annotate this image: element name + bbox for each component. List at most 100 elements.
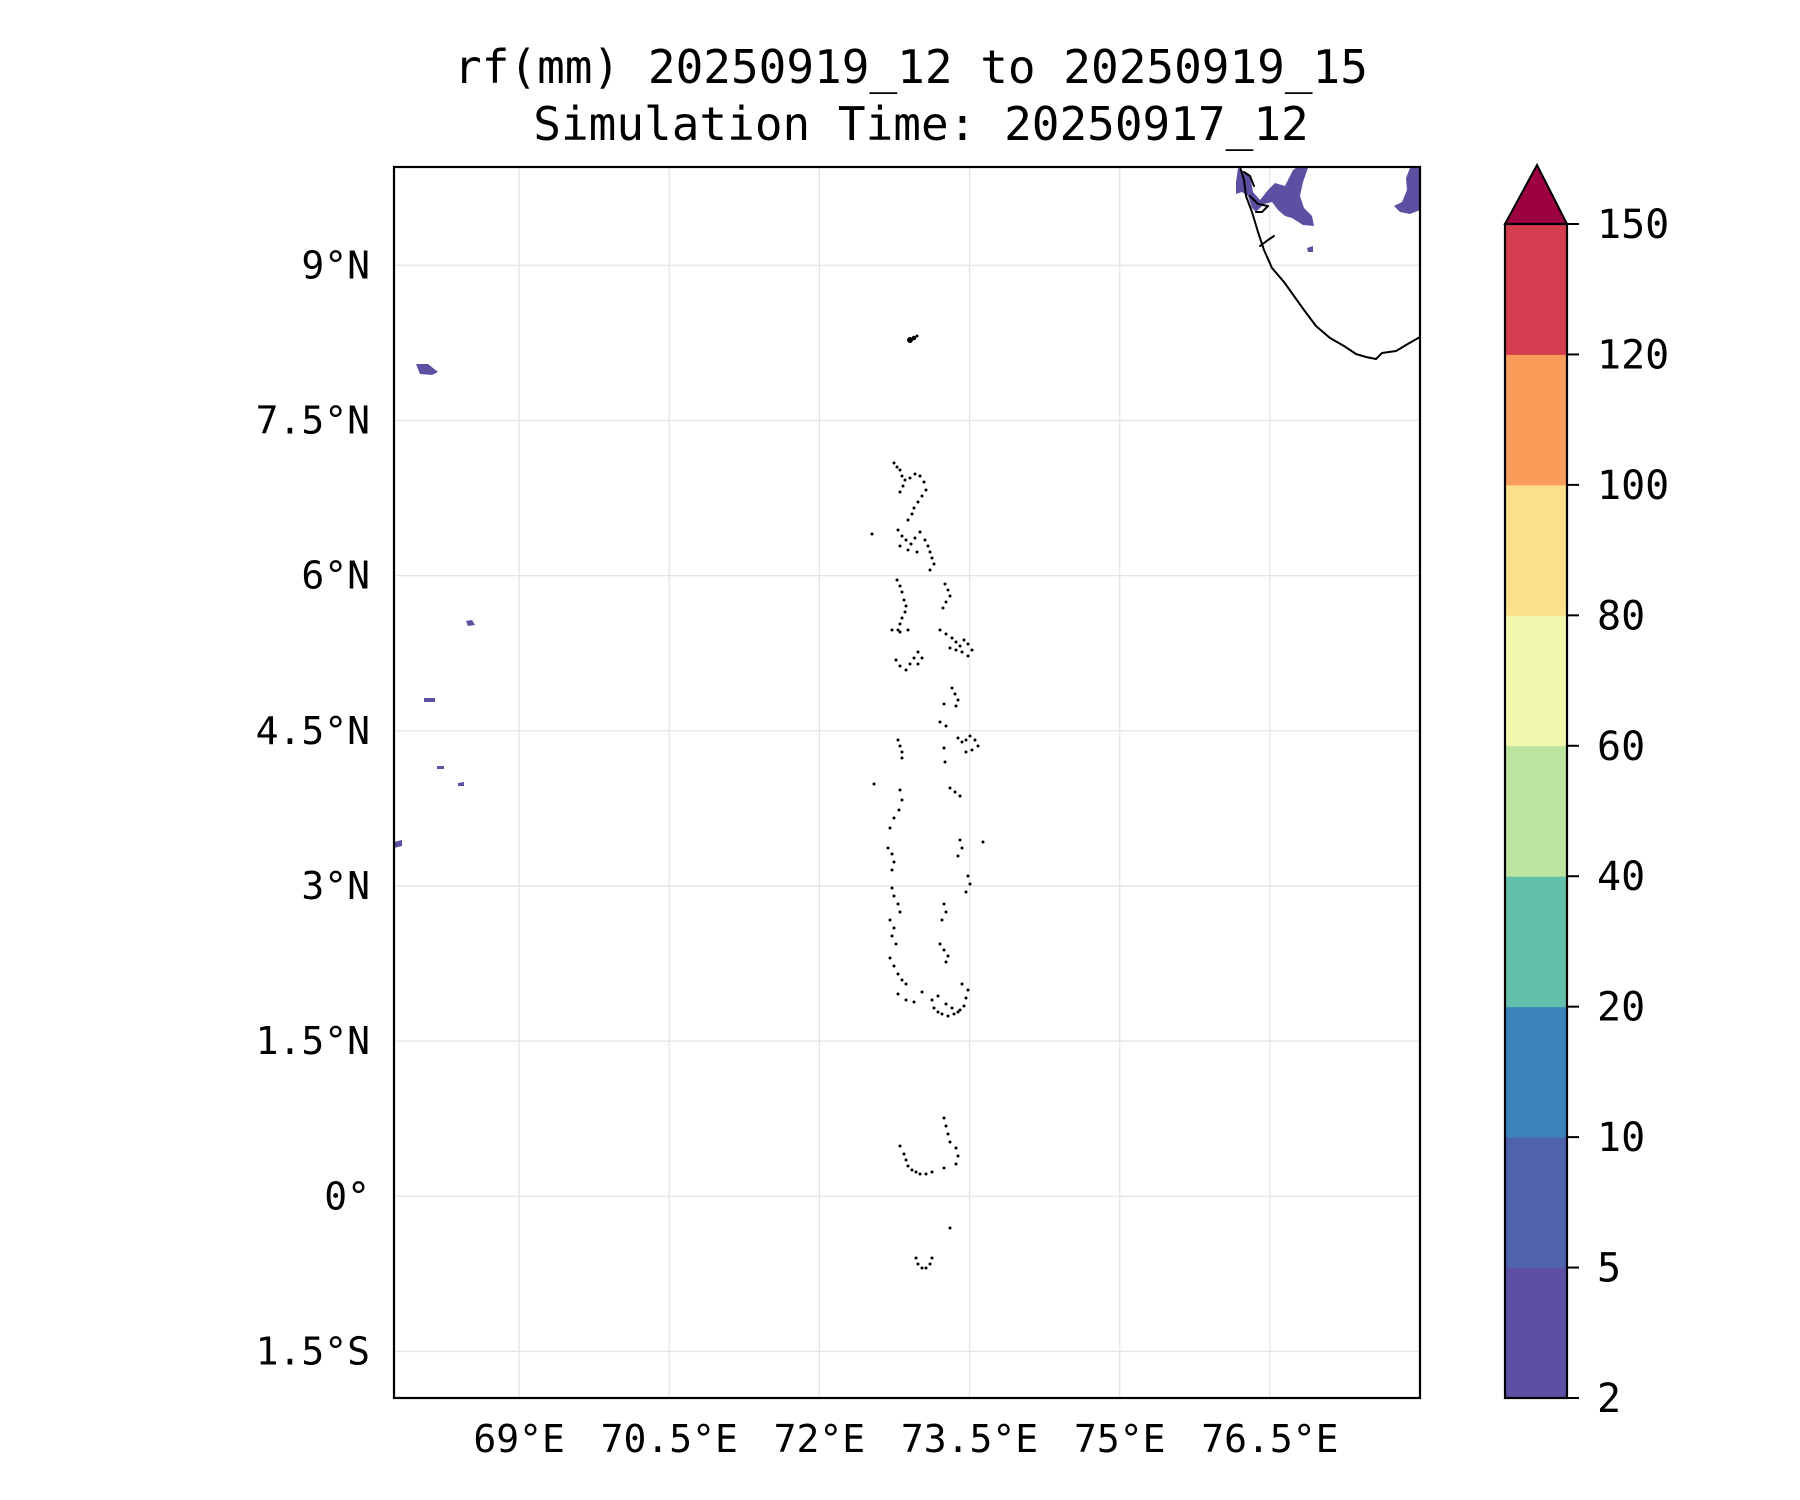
island-speck [948,1140,952,1144]
lat-tick-label: 9°N [301,243,370,287]
colorbar-segment [1505,745,1567,877]
island-speck [912,1000,916,1004]
island-speck [914,1170,918,1174]
island-speck [960,846,964,850]
island-speck [890,852,894,856]
island-speck [892,860,896,864]
island-speck [898,584,902,588]
island-speck [968,882,972,886]
rain-patch-small-1 [1307,246,1313,252]
island-speck [944,1002,948,1006]
island-speck [907,337,913,343]
island-speck [942,1116,946,1120]
island-speck [898,664,902,668]
island-speck [908,662,912,666]
island-speck [944,910,948,914]
island-speck [904,982,908,986]
island-speck [948,594,952,598]
island-speck [946,1014,950,1018]
island-speck [942,746,946,750]
island-speck [923,538,927,542]
island-speck [943,582,947,586]
island-speck [918,474,922,478]
island-speck [900,616,904,620]
island-speck [888,826,892,830]
island-speck [915,550,919,554]
island-speck [956,698,960,702]
island-speck [906,1164,910,1168]
island-speck [924,488,928,492]
island-speck [900,756,904,760]
island-speck [940,1012,944,1016]
island-speck [916,500,920,504]
island-speck [946,588,950,592]
island-speck [892,461,896,465]
rain-patch-west-3 [424,698,435,702]
island-speck [964,738,968,742]
island-speck [892,816,896,820]
island-speck [918,1172,922,1176]
rain-patch-west-5 [458,782,464,786]
island-speck [892,964,896,968]
island-speck [964,750,968,754]
island-speck [930,1170,934,1174]
island-speck [909,542,913,546]
coast-inlet-3 [1243,171,1255,187]
island-speck [953,692,957,696]
island-speck [886,846,890,850]
island-speck [966,874,970,878]
colorbar-segment [1505,484,1567,616]
island-speck [970,748,974,752]
island-speck [958,794,962,798]
island-speck [943,760,947,764]
rain-patch-india-west [1236,168,1314,226]
island-speck [898,788,902,792]
island-speck [954,704,958,708]
island-speck [944,632,948,636]
map-panel: 69°E 70.5°E 72°E 73.5°E 75°E 76.5°E 9°N 7.5°N 6… [256,165,1422,1461]
island-speck [956,1154,960,1158]
island-speck [922,480,926,484]
island-speck [898,630,902,634]
island-speck [890,628,894,632]
island-speck [966,654,970,658]
island-speck [890,868,894,872]
island-speck [926,544,930,548]
island-speck [944,960,948,964]
island-speck [938,720,942,724]
island-speck [942,702,946,706]
island-speck [944,1124,948,1128]
island-speck [915,334,919,338]
island-speck [970,648,974,652]
island-speck [944,600,948,604]
island-speck [932,1006,936,1010]
island-speck [900,474,904,478]
island-speck [930,1256,934,1260]
colorbar-label: 80 [1597,593,1645,639]
island-speck [973,738,977,742]
island-speck [904,1158,908,1162]
island-speck [964,996,968,1000]
gridlines [394,167,1420,1398]
island-speck [913,472,917,476]
island-speck [928,1262,932,1266]
island-speck [956,736,960,740]
island-speck [928,550,932,554]
island-speck [942,902,946,906]
rain-patch-west-4 [437,766,444,769]
island-speck [902,598,906,602]
rain-patch-west-2 [466,620,475,626]
island-speck [916,650,920,654]
island-speck [918,530,922,534]
island-speck [954,1162,958,1166]
lat-tick-label: 3°N [301,864,370,908]
map-frame [392,165,1422,1400]
colorbar-extend-arrow [1503,162,1569,225]
island-speck [900,750,904,754]
lat-tick-label: 1.5°S [256,1329,370,1373]
map-title-line1: rf(mm) 20250919_12 to 20250919_15 [454,40,1368,94]
island-speck [900,978,904,982]
colorbar-label: 150 [1597,202,1669,248]
colorbar-segment [1505,1267,1567,1399]
colorbar-segment [1505,876,1567,1008]
